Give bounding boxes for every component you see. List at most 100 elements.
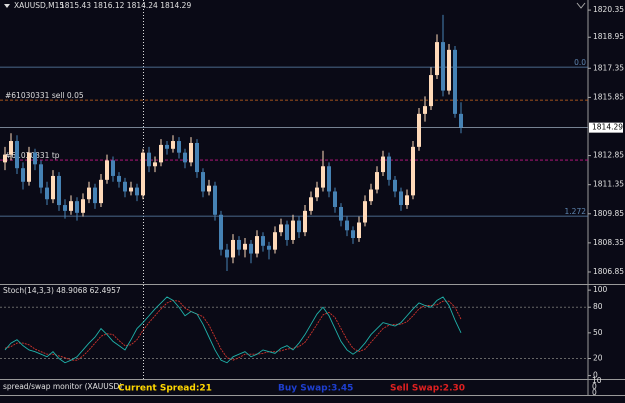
spread: Current Spread:21 [118, 384, 212, 394]
candle-body [117, 175, 121, 182]
candle-body [105, 160, 109, 180]
candle-body [417, 113, 421, 147]
candle-body [189, 142, 193, 163]
candle-body [165, 144, 169, 149]
candle-body [387, 156, 391, 180]
candle-body [111, 160, 115, 176]
candle-body [45, 187, 49, 200]
level-label: #61030331 tp [5, 151, 60, 160]
candle-body [147, 152, 151, 167]
candle-body [381, 156, 385, 173]
candle-body [333, 191, 337, 207]
stoch-tick-label: 0 [593, 371, 598, 380]
stoch-label: Stoch(14,3,3) 48.9068 62.4957 [3, 286, 121, 295]
candle-body [69, 201, 73, 211]
candle-body [351, 230, 355, 239]
candle-body [237, 239, 241, 250]
level-label: 1.272 [565, 207, 587, 216]
candle-body [405, 195, 409, 206]
candle-body [15, 141, 19, 169]
candle-body [459, 113, 463, 128]
candle-body [177, 141, 181, 153]
candle-body [339, 206, 343, 221]
monitor-axis: 0 [592, 388, 597, 397]
candle-body [123, 181, 127, 192]
candle-body [219, 214, 223, 250]
buy-swap: Buy Swap:3.45 [278, 384, 353, 394]
candle-body [21, 168, 25, 182]
monitor-axis: 0 [592, 382, 597, 391]
candle-body [309, 197, 313, 211]
menu-triangle [4, 4, 10, 8]
price-tick-label: 1817.35 [593, 63, 624, 72]
candle-body [195, 142, 199, 173]
candle-body [141, 152, 145, 196]
scroll-arrow [576, 2, 586, 9]
price-tick-label: 1808.35 [593, 238, 624, 247]
candle-body [159, 144, 163, 163]
candle-body [213, 185, 217, 215]
candle-body [447, 49, 451, 91]
candle-body [411, 146, 415, 196]
candle-body [183, 152, 187, 163]
candle-body [315, 187, 319, 198]
candle-body [27, 152, 31, 182]
candle-body [57, 175, 61, 206]
candle-body [153, 162, 157, 167]
candle-body [441, 42, 445, 91]
candle-body [375, 172, 379, 190]
candle-body [129, 187, 133, 192]
price-tick-label: 1809.85 [593, 209, 624, 218]
candle-body [39, 164, 43, 188]
candle-body [87, 187, 91, 200]
candle-body [243, 243, 247, 250]
candle-body [285, 224, 289, 240]
candle-body [399, 191, 403, 206]
price-tick-label: 1811.35 [593, 180, 624, 189]
candle-body [423, 106, 427, 114]
candle-body [321, 166, 325, 188]
candle-body [279, 224, 283, 233]
candle-body [3, 154, 7, 163]
candle-body [63, 205, 67, 211]
candle-body [9, 141, 13, 155]
candle-body [261, 236, 265, 246]
candle-body [357, 222, 361, 239]
candle-body [453, 49, 457, 114]
candle-body [429, 75, 433, 107]
candle-body [81, 199, 85, 213]
candle-body [303, 210, 307, 233]
candle-body [99, 179, 103, 204]
candle-body [171, 141, 175, 149]
price-tick-label: 1806.85 [593, 267, 624, 276]
price-tick-label: 1812.85 [593, 151, 624, 160]
stoch-signal [4, 299, 462, 361]
monitor-label: spread/swap monitor (XAUUSD) [3, 382, 122, 391]
stoch-tick-label: 50 [593, 328, 603, 337]
candle-body [267, 245, 271, 250]
bid-box [589, 122, 623, 133]
candle-body [33, 152, 37, 165]
candle-body [291, 220, 295, 240]
candle-body [273, 232, 277, 250]
level-label: 0.0 [574, 58, 586, 67]
candle-body [435, 42, 439, 76]
symbol: XAUUSD,M15 [14, 1, 64, 10]
sell-swap: Sell Swap:2.30 [390, 384, 465, 394]
candle-body [225, 249, 229, 258]
candle-body [345, 220, 349, 231]
candle-body [51, 175, 55, 200]
stoch-tick-label: 80 [593, 302, 603, 311]
price-tick-label: 1820.35 [593, 5, 624, 14]
bid-label: 1814.29 [592, 123, 623, 132]
stoch-tick-label: 20 [593, 353, 603, 362]
level-label: #61030331 sell 0.05 [5, 91, 84, 100]
candle-body [393, 179, 397, 192]
candle-body [207, 185, 211, 192]
candle-body [249, 243, 253, 254]
candle-body [327, 166, 331, 192]
candle-body [93, 187, 97, 204]
candle-body [201, 172, 205, 192]
price-tick-label: 1818.95 [593, 32, 624, 41]
